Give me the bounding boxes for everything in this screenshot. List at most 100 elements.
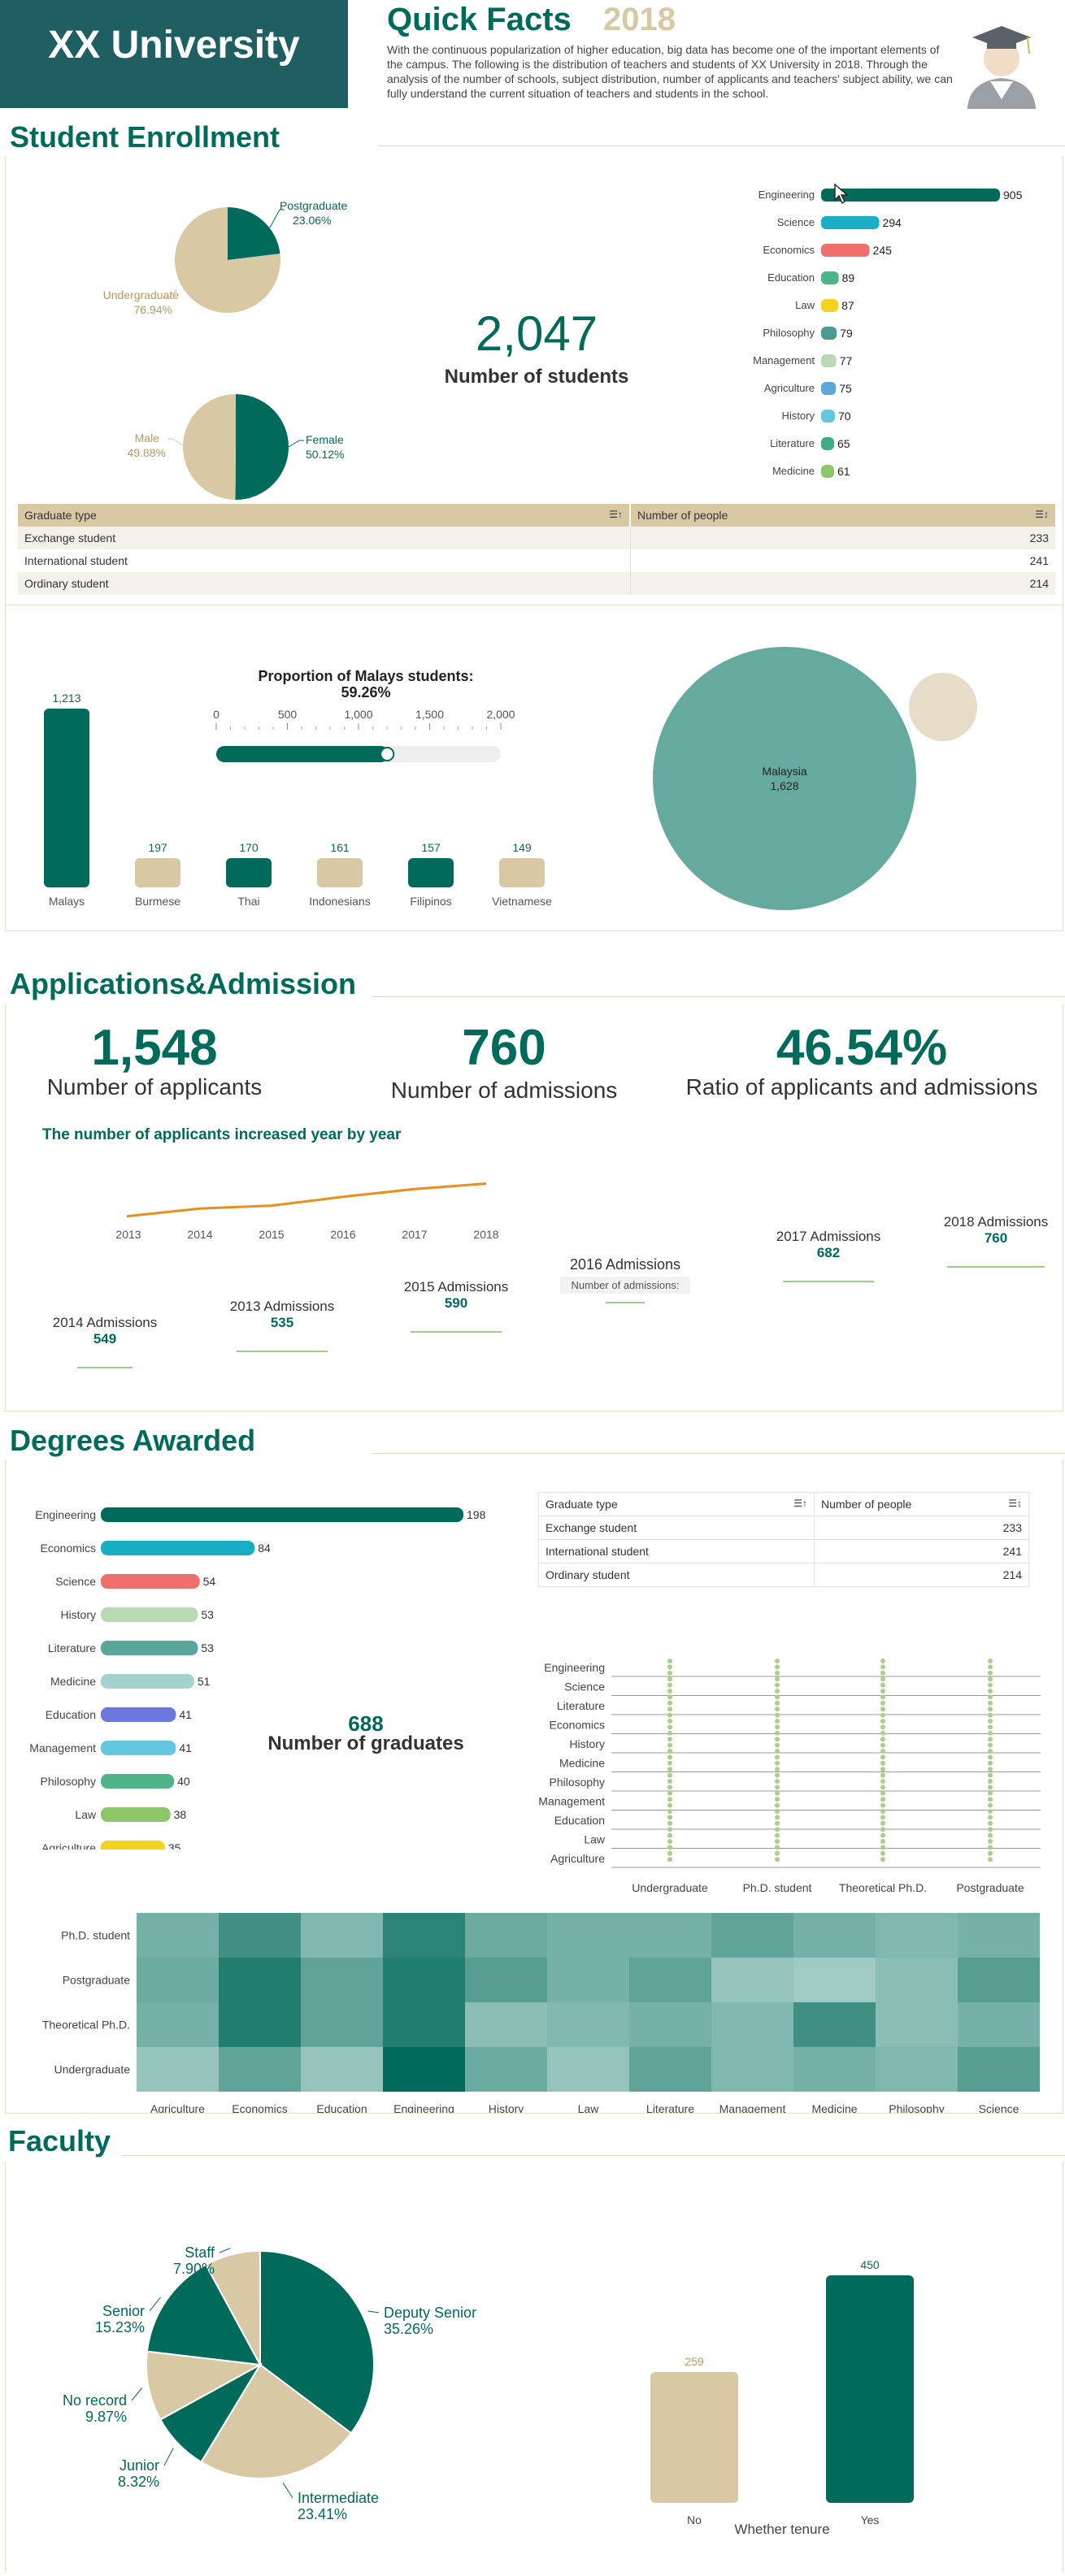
bar-value: 38 [174,1808,187,1821]
table-header[interactable]: Graduate type ☰↑ [538,1492,815,1516]
sort-icon[interactable]: ☰↑ [793,1498,807,1509]
trend-line [126,1182,487,1218]
dot [775,1802,780,1808]
faculty-pie-pct: 35.26% [384,2321,433,2337]
heat-cell [793,1958,876,2002]
sort-icon[interactable]: ☰↕ [1008,1498,1022,1509]
admission-value: 535 [270,1315,294,1330]
nationality-bar [499,858,545,887]
nationality-bar [226,858,272,887]
heat-cell [629,2002,711,2047]
bar-label: Burmese [135,895,180,908]
dot [667,1772,672,1778]
admissions-count: 760 [462,1020,546,1076]
applications-panel [5,1004,1063,1412]
faculty-pie-label: Intermediate [298,2490,379,2506]
dot [667,1815,672,1820]
dot [988,1850,993,1856]
dot [775,1850,780,1856]
dot [880,1785,885,1790]
subject-bar [821,465,834,478]
total-students: 2,047 [475,306,598,361]
gauge-tick: 500 [278,708,298,721]
nationality-bar-chart: 1,213 Malays 197 Burmese 170 Thai 161 Indonesia… [44,692,552,908]
dot [775,1857,780,1863]
dot [988,1694,993,1700]
dot [775,1845,780,1850]
admission-label: 2015 Admissions [403,1279,509,1295]
table-header[interactable]: Number of people ☰↕ [637,509,1049,522]
heat-cell [629,2047,711,2092]
heat-cell [301,2002,383,2047]
admission-item: 2018 Admissions 760 [927,1214,1065,1268]
bar-label: Medicine [50,1675,96,1688]
bar-label: Engineering [35,1508,96,1521]
dot [667,1676,672,1682]
bar-label: Indonesians [309,895,371,908]
heat-cell [793,1913,876,1958]
dot [880,1850,885,1856]
bar-label: History [60,1608,96,1621]
nationality-bar [317,858,363,887]
dot [775,1749,780,1754]
dot [880,1670,885,1676]
heat-col-label: Law [578,2102,600,2113]
table-header[interactable]: Number of people ☰↕ [821,1498,1022,1511]
table-row: Exchange student 233 [18,527,1055,549]
sort-icon[interactable]: ☰↑ [609,509,623,520]
degrees-table: Graduate type ☰↑ Number of people ☰↕ Excha… [538,1492,1029,1587]
gauge-tick: 2,000 [486,708,515,721]
dot [667,1827,672,1832]
dot [880,1832,885,1838]
dot-row-label: Management [538,1795,605,1808]
dot [775,1779,780,1784]
degree-dot-matrix: Engineering Science Literature Economics His… [538,1659,1041,1894]
heat-col-label: Science [979,2102,1019,2113]
bar-value: 87 [841,299,854,312]
dot [988,1749,993,1754]
sort-icon[interactable]: ☰↕ [1035,509,1049,520]
other-bubble [909,673,977,741]
heat-cell [711,1913,793,1958]
heat-row-label: Theoretical Ph.D. [42,2019,130,2032]
heat-cell [876,1958,958,2002]
dot [775,1719,780,1724]
dot [880,1809,885,1814]
bar-value: 84 [258,1542,271,1555]
dot [880,1724,885,1730]
malaysia-bubble [653,647,916,910]
bar-label: Economics [763,244,815,256]
nationality-bubble-chart: Malaysia 1,628 [653,647,977,910]
dot [988,1719,993,1724]
dot [880,1749,885,1754]
heat-cell [219,2002,301,2047]
heat-cell [547,1958,629,2002]
bar-label: Management [753,354,815,366]
dot [667,1785,672,1790]
dot [775,1797,780,1802]
table-header[interactable]: Graduate type ☰↑ [18,504,631,527]
dot-row-label: Education [554,1814,605,1827]
subject-bar-chart: Engineering 905 Science 294 Economics 245 Educ… [753,189,1023,478]
dot [988,1820,993,1826]
dot [880,1659,885,1663]
table-row: Ordinary student 214 [538,1563,1029,1587]
dot [880,1779,885,1784]
bar-label: Malays [49,895,85,908]
faculty-section-title: Faculty [8,2124,111,2158]
bar-label: Science [55,1575,96,1588]
bar-value: 157 [421,841,441,854]
dot [667,1839,672,1844]
axis-tick: 2013 [115,1228,141,1241]
dot [880,1772,885,1778]
dot-row-label: History [569,1737,605,1750]
admission-value: Number of admissions: [560,1277,690,1294]
dot [880,1700,885,1706]
subject-bar [821,437,834,450]
faculty-pie-label: Senior [102,2303,145,2319]
dot [988,1802,993,1808]
dot [775,1790,780,1796]
heat-cell [547,1913,629,1958]
tenure-bar-chart: 259 No 450 Yes Whether tenure [650,2259,914,2537]
